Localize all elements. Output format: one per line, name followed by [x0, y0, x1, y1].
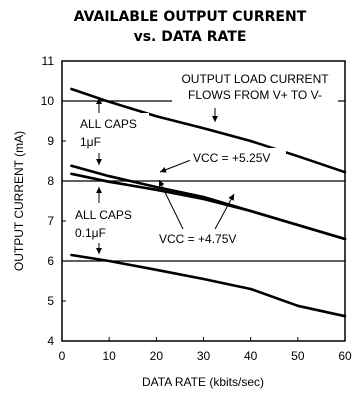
- x-tick-label-3: 30: [197, 349, 211, 363]
- series-line-0: [70, 87, 347, 174]
- x-tick-labels: 0 10 20 30 40 50 60: [59, 337, 352, 363]
- leader-vcc-475-b: [213, 193, 235, 232]
- series-line-3: [70, 253, 347, 318]
- annotation-caps-1uf-line2: 1μF: [80, 135, 101, 149]
- x-tick-label-2: 20: [150, 349, 164, 363]
- annotation-vcc-525-bg: [190, 148, 286, 166]
- leader-vcc-475-b-head: [228, 194, 234, 201]
- series-group: [70, 87, 347, 318]
- annotation-caps-1uf-bg: [77, 113, 149, 153]
- y-tick-label-1: 5: [47, 294, 54, 308]
- leader-vcc-475-a: [158, 179, 185, 232]
- y-tick-label-7: 11: [42, 54, 55, 68]
- y-tick-label-4: 8: [47, 174, 54, 188]
- annotation-vcc-475: VCC = +4.75V: [156, 229, 254, 247]
- x-tick-label-6: 60: [338, 349, 352, 363]
- x-tick-label-0: 0: [59, 349, 66, 363]
- leader-load-current-head: [212, 116, 218, 122]
- annotation-vcc-475-text: VCC = +4.75V: [159, 232, 236, 246]
- leader-caps-01uf-down-head: [96, 248, 102, 254]
- annotation-vcc-525-text: VCC = +5.25V: [193, 151, 270, 165]
- annotation-load-current-line2: FLOWS FROM V+ TO V-: [188, 88, 322, 102]
- y-tick-labels: 4 5 6 7 8 9 10 11: [41, 54, 66, 348]
- leader-caps-01uf-up-head: [96, 187, 102, 193]
- annotation-caps-01uf-bg: [72, 203, 144, 243]
- series-line-2: [70, 172, 347, 241]
- x-tick-label-1: 10: [102, 349, 116, 363]
- annotation-vcc-475-bg: [156, 229, 254, 247]
- leader-caps-1uf-down-head: [96, 159, 102, 165]
- annotation-load-current: OUTPUT LOAD CURRENT FLOWS FROM V+ TO V-: [172, 68, 338, 108]
- annotation-caps-01uf: ALL CAPS 0.1μF: [72, 203, 144, 243]
- annotation-vcc-525: VCC = +5.25V: [190, 148, 286, 166]
- leader-caps-1uf-up-head: [96, 98, 102, 104]
- chart-title-line2: vs. DATA RATE: [134, 29, 247, 45]
- x-tick-label-4: 40: [244, 349, 258, 363]
- y-axis-label: OUTPUT CURRENT (mA): [12, 131, 26, 271]
- chart-title-line1: AVAILABLE OUTPUT CURRENT: [74, 9, 307, 25]
- y-tick-label-6: 10: [41, 94, 55, 108]
- y-tick-label-3: 7: [47, 214, 54, 228]
- annotation-load-current-bg: [172, 68, 338, 108]
- leader-vcc-475-a-head: [158, 180, 165, 187]
- annotation-caps-01uf-line1: ALL CAPS: [75, 208, 132, 222]
- annotation-caps-01uf-line2: 0.1μF: [75, 226, 106, 240]
- annotation-leaders: [96, 98, 235, 254]
- annotation-caps-1uf: ALL CAPS 1μF: [77, 113, 149, 153]
- y-tick-label-0: 4: [47, 334, 54, 348]
- x-tick-label-5: 50: [291, 349, 305, 363]
- annotation-load-current-line1: OUTPUT LOAD CURRENT: [181, 72, 329, 86]
- y-tick-label-5: 9: [47, 134, 54, 148]
- x-axis-label: DATA RATE (kbits/sec): [142, 375, 264, 389]
- leader-vcc-525-head: [160, 167, 167, 173]
- annotation-caps-1uf-line1: ALL CAPS: [80, 117, 137, 131]
- y-tick-label-2: 6: [47, 254, 54, 268]
